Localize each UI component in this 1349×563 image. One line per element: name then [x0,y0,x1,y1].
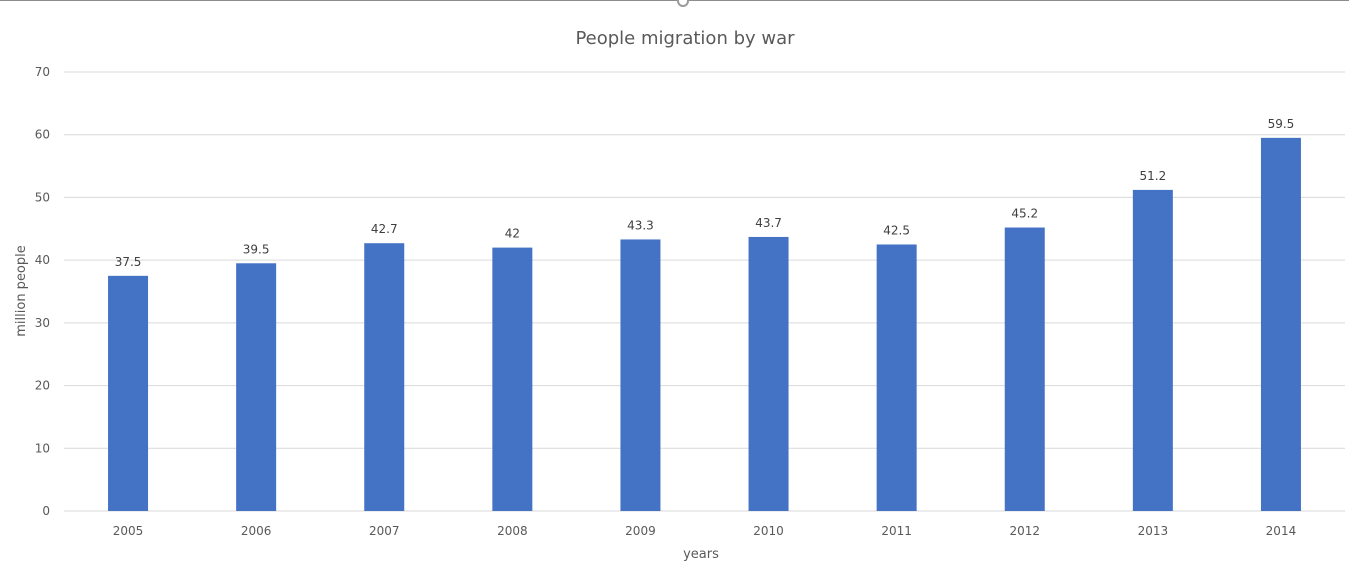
bar-2009[interactable] [620,239,661,511]
x-tick-label: 2012 [1009,524,1040,538]
y-tick-label: 20 [35,379,50,393]
x-tick-label: 2007 [369,524,400,538]
gridlines [64,71,1345,512]
data-label-2012: 45.2 [1011,207,1038,221]
data-label-2008: 42 [505,227,520,241]
y-tick-label: 0 [42,504,50,518]
bar-2006[interactable] [236,263,277,511]
x-axis-ticks: 2005 2006 2007 2008 2009 2010 2011 2012 2013 2014 [113,524,1296,538]
bars [108,137,1301,511]
chart-title: People migration by war [575,28,795,49]
x-tick-label: 2006 [241,524,272,538]
data-labels: 37.5 39.5 42.7 42 43.3 43.7 42.5 45.2 51.2 59.5 [115,117,1295,269]
bar-2005[interactable] [108,275,149,511]
data-label-2007: 42.7 [371,222,398,236]
y-tick-label: 50 [35,190,50,204]
bar-2012[interactable] [1004,227,1045,511]
y-tick-label: 40 [35,253,50,267]
data-label-2011: 42.5 [883,223,910,237]
bar-2008[interactable] [492,247,533,511]
data-label-2005: 37.5 [115,255,142,269]
x-axis-title: years [683,547,719,562]
bar-2013[interactable] [1132,189,1173,511]
y-tick-label: 60 [35,128,50,142]
data-label-2009: 43.3 [627,218,654,232]
data-label-2010: 43.7 [755,216,782,230]
y-tick-label: 10 [35,441,50,455]
y-axis-ticks: 0 10 20 30 40 50 60 70 [35,65,50,518]
data-label-2006: 39.5 [243,242,270,256]
x-tick-label: 2014 [1266,524,1297,538]
x-tick-label: 2009 [625,524,656,538]
data-label-2014: 59.5 [1268,117,1295,131]
bar-2014[interactable] [1260,137,1301,511]
x-tick-label: 2005 [113,524,144,538]
x-tick-label: 2010 [753,524,784,538]
y-axis-title: million people [14,245,29,337]
data-label-2013: 51.2 [1139,169,1166,183]
bar-2011[interactable] [876,244,917,511]
y-tick-label: 30 [35,316,50,330]
x-tick-label: 2008 [497,524,528,538]
chart-resize-handle[interactable] [677,0,689,7]
x-tick-label: 2013 [1138,524,1169,538]
bar-2007[interactable] [364,243,405,511]
bar-2010[interactable] [748,236,789,511]
x-tick-label: 2011 [881,524,912,538]
y-tick-label: 70 [35,65,50,79]
